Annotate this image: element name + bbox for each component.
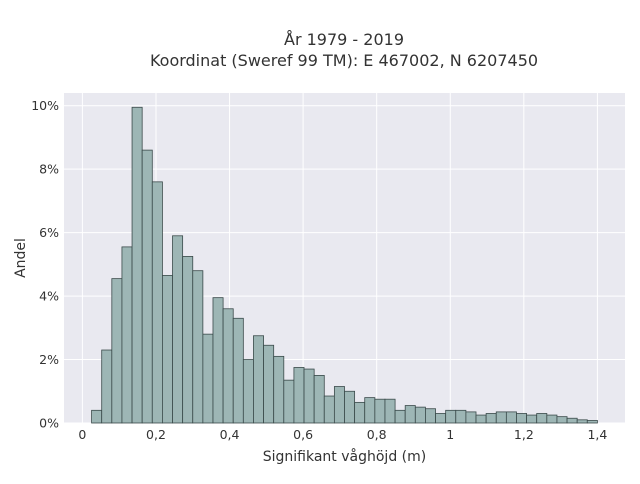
histogram-bar — [263, 344, 275, 424]
histogram-bar — [536, 413, 548, 424]
x-tick-label: 1,4 — [587, 427, 607, 442]
histogram-bar — [222, 308, 234, 424]
histogram-bar — [576, 419, 588, 424]
y-axis-label: Andel — [13, 238, 29, 278]
histogram-bar — [556, 416, 568, 424]
histogram-bar — [91, 409, 103, 424]
y-tick-label: 2% — [39, 352, 59, 367]
histogram-bar — [283, 379, 295, 424]
histogram-bar — [394, 409, 406, 424]
histogram-bar — [516, 413, 527, 424]
y-tick-label: 0% — [39, 416, 59, 431]
histogram-bar — [293, 367, 305, 424]
histogram-bar — [242, 359, 254, 424]
histogram-bar — [111, 278, 123, 424]
y-tick-label: 8% — [39, 162, 59, 177]
histogram-bar — [505, 411, 517, 424]
histogram-bar — [495, 411, 507, 424]
histogram-bar — [546, 414, 558, 424]
chart-title: År 1979 - 2019 — [284, 30, 404, 49]
histogram-bar — [101, 349, 113, 424]
chart-subtitle: Koordinat (Sweref 99 TM): E 467002, N 62… — [150, 51, 538, 70]
histogram-bar — [253, 335, 264, 424]
histogram-bar — [121, 246, 133, 424]
histogram-bar — [273, 355, 285, 424]
histogram-bar — [232, 317, 244, 424]
histogram-bar — [566, 417, 578, 424]
histogram-bar — [374, 398, 386, 424]
x-tick-label: 1,2 — [514, 427, 534, 442]
histogram-bar — [323, 395, 335, 424]
histogram-bar — [526, 414, 538, 424]
histogram-bar — [425, 408, 436, 424]
histogram-bar — [435, 413, 447, 424]
histogram-bar — [344, 390, 356, 424]
histogram-bar — [404, 405, 416, 424]
bars — [91, 106, 598, 424]
tick-labels: 0 0,2 0,4 0,6 0,8 1 1,2 1,4 0% 2% 4% 6% 8% 10% — [31, 98, 607, 442]
histogram-bar — [485, 413, 497, 424]
histogram-bar — [465, 411, 477, 424]
histogram-bar — [586, 420, 598, 424]
histogram-bar — [364, 397, 376, 424]
histogram-bar — [313, 375, 325, 424]
histogram-bar — [182, 256, 194, 424]
histogram-bar — [414, 406, 426, 424]
histogram-bar — [172, 235, 184, 424]
y-tick-label: 10% — [31, 98, 59, 113]
histogram-bar — [384, 398, 396, 424]
x-tick-label: 1 — [446, 427, 454, 442]
x-axis-label: Signifikant våghöjd (m) — [263, 448, 426, 465]
histogram-bar — [354, 401, 366, 424]
x-tick-label: 0,2 — [146, 427, 166, 442]
histogram-bar — [162, 275, 173, 424]
histogram-bar — [141, 149, 153, 424]
histogram-bar — [475, 414, 487, 424]
histogram-bar — [151, 181, 163, 424]
histogram-bar — [303, 368, 315, 424]
histogram-bar — [333, 386, 345, 424]
x-tick-label: 0,4 — [220, 427, 240, 442]
histogram-bar — [202, 333, 214, 424]
y-tick-label: 6% — [39, 225, 59, 240]
histogram-bar — [455, 409, 467, 424]
x-tick-label: 0 — [78, 427, 86, 442]
histogram-bar — [131, 106, 143, 424]
x-tick-label: 0,8 — [367, 427, 387, 442]
histogram-bar — [445, 409, 457, 424]
y-tick-label: 4% — [39, 289, 59, 304]
x-tick-label: 0,6 — [293, 427, 313, 442]
histogram-bar — [212, 297, 224, 424]
histogram-bar — [192, 270, 204, 424]
